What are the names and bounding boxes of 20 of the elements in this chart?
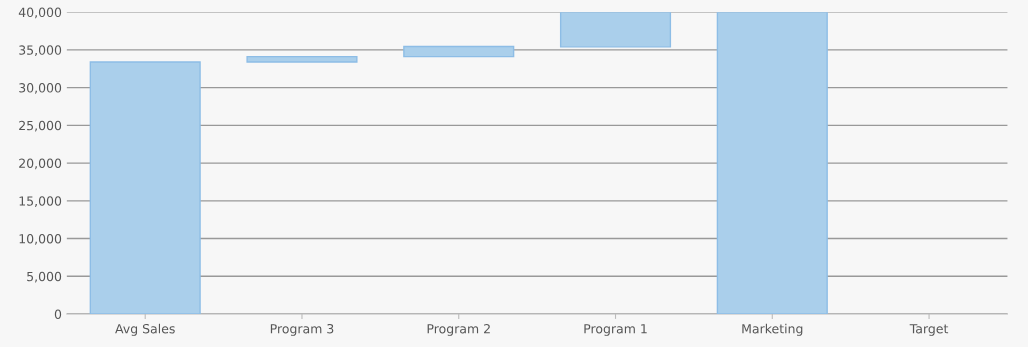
bar <box>246 55 358 63</box>
x-tick-label: Target <box>909 324 949 336</box>
y-tick-label: 30,000 <box>19 83 62 94</box>
y-tick-label: 5,000 <box>27 271 62 283</box>
x-tick-label: Program 1 <box>584 324 647 336</box>
x-tick-label: Avg Sales <box>115 323 175 336</box>
x-tick-label: Program 3 <box>270 323 334 336</box>
x-tick-label: Program 2 <box>427 323 490 336</box>
bar <box>89 61 201 315</box>
x-tick-label: Marketing <box>742 323 803 336</box>
y-tick-label: 10,000 <box>19 234 62 245</box>
y-tick-label: 25,000 <box>19 120 62 132</box>
y-tick-label: 15,000 <box>19 196 62 208</box>
bar <box>403 45 515 58</box>
y-tick-label: 20,000 <box>19 158 62 170</box>
bar <box>716 12 828 315</box>
y-tick-label: 35,000 <box>19 45 62 57</box>
y-tick-label: 40,000 <box>18 7 62 19</box>
y-tick-label: 0 <box>54 309 62 319</box>
bar <box>559 12 672 48</box>
